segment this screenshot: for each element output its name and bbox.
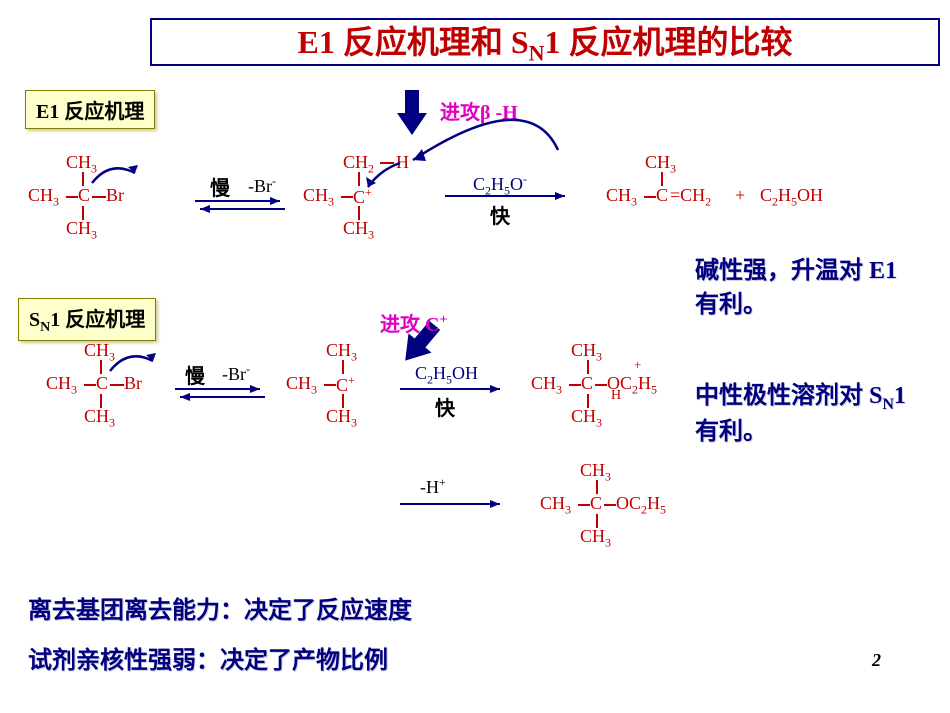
sn1-p2-ch3-l: CH3 xyxy=(540,493,571,518)
arrow xyxy=(440,190,580,202)
equilibrium-arrow-2 xyxy=(170,383,270,405)
bond xyxy=(66,196,78,198)
page-title: E1 反应机理和 SN1 反应机理的比较 xyxy=(297,17,792,66)
sn1-p2-oc2h5: OC2H5 xyxy=(616,493,666,518)
bond xyxy=(604,504,616,506)
bond xyxy=(92,196,106,198)
bond xyxy=(644,196,656,198)
title-part1: E1 反应机理和 S xyxy=(297,24,528,60)
bond xyxy=(342,360,344,374)
sn1-label-box: SN1 反应机理 xyxy=(18,298,156,341)
sn1-p2-c: C xyxy=(590,493,602,514)
bond xyxy=(596,480,598,494)
bond xyxy=(110,384,124,386)
sn1-p1-plus: + xyxy=(634,357,641,373)
curve-arrow-4 xyxy=(108,353,168,383)
e1-int-ch3-b: CH3 xyxy=(343,218,374,243)
bond xyxy=(578,504,590,506)
arrow-2 xyxy=(395,383,510,395)
bond xyxy=(587,360,589,374)
sn1-s: S xyxy=(29,309,40,331)
e1-plus: + xyxy=(735,185,745,206)
bond xyxy=(661,172,663,186)
sn1-ch3-b: CH3 xyxy=(84,406,115,431)
minus-h-label: -H+ xyxy=(420,475,446,498)
side-note-1: 碱性强，升温对 E1 有利。 xyxy=(695,255,925,322)
page-number: 2 xyxy=(872,650,881,671)
bond xyxy=(82,172,84,186)
bond xyxy=(341,196,353,198)
bottom-note-1: 离去基团离去能力：决定了反应速度 xyxy=(28,590,412,625)
bond xyxy=(84,384,96,386)
e1-prod-ch2: =CH2 xyxy=(670,185,711,210)
curve-arrow-3 xyxy=(360,155,410,195)
sn1-ch3-l: CH3 xyxy=(46,373,77,398)
sn1-p1-h: H xyxy=(611,388,621,404)
title-box: E1 反应机理和 SN1 反应机理的比较 xyxy=(150,18,940,66)
sn1-c: C xyxy=(96,373,108,394)
attack-c-label: 进攻 C+ xyxy=(380,308,447,337)
title-sub: N xyxy=(529,41,545,66)
e1-prod-ethanol: C2H5OH xyxy=(760,185,823,210)
side-note-2: 中性极性溶剂对 SN1 有利。 xyxy=(695,380,935,450)
sn1-fast: 快 xyxy=(435,392,455,421)
e1-minus-br: -Br- xyxy=(248,174,276,197)
bond xyxy=(569,384,581,386)
sn1-p1-ch3-l: CH3 xyxy=(531,373,562,398)
e1-prod-ch3-l: CH3 xyxy=(606,185,637,210)
bond xyxy=(100,360,102,374)
e1-ch3-bottom: CH3 xyxy=(66,218,97,243)
arrow-3 xyxy=(395,498,510,510)
sn1-end: 1 反应机理 xyxy=(50,309,145,331)
sn1-int-ch3-l: CH3 xyxy=(286,373,317,398)
equilibrium-arrow xyxy=(190,195,290,217)
bottom-note-2: 试剂亲核性强弱：决定了产物比例 xyxy=(28,640,388,675)
curve-arrow xyxy=(90,165,150,195)
sn1-int-ch3-b: CH3 xyxy=(326,406,357,431)
curve-arrow-2 xyxy=(398,95,578,175)
sn1-int-c: C+ xyxy=(336,373,355,396)
sn1-p1-ch3-b: CH3 xyxy=(571,406,602,431)
e1-int-ch3: CH3 xyxy=(303,185,334,210)
e1-fast: 快 xyxy=(490,200,510,229)
e1-c: C xyxy=(78,185,90,206)
bond xyxy=(595,384,607,386)
sn1-p2-ch3-b: CH3 xyxy=(580,526,611,551)
e1-ch3-left: CH3 xyxy=(28,185,59,210)
sn1-p1-c: C xyxy=(581,373,593,394)
sn1-minus-br: -Br- xyxy=(222,362,250,385)
title-part2: 1 反应机理的比较 xyxy=(545,24,793,60)
e1-label: E1 反应机理 xyxy=(36,101,144,123)
e1-label-box: E1 反应机理 xyxy=(25,90,155,129)
e1-prod-c: C xyxy=(656,185,668,206)
sn1-n: N xyxy=(40,320,50,335)
bond xyxy=(324,384,336,386)
